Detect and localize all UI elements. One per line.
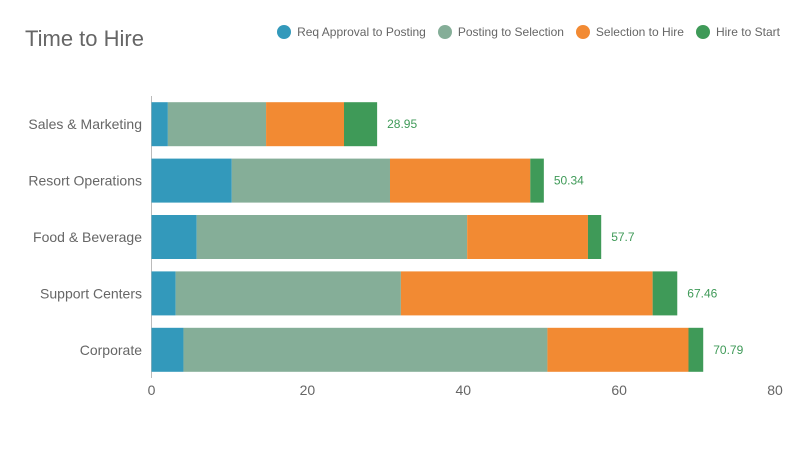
bar-segment xyxy=(151,102,168,147)
bar-segment xyxy=(652,271,678,316)
x-tick-label: 20 xyxy=(300,382,316,398)
category-label: Sales & Marketing xyxy=(28,116,142,132)
legend-swatch xyxy=(277,25,292,39)
legend-label: Hire to Start xyxy=(715,25,780,39)
chart-title: Time to Hire xyxy=(25,26,144,51)
total-label: 57.7 xyxy=(611,230,635,244)
category-label: Support Centers xyxy=(40,285,142,301)
bar-segment xyxy=(547,327,689,372)
bar-segment xyxy=(389,158,531,203)
bar-segment xyxy=(467,215,588,259)
legend-swatch xyxy=(695,25,710,39)
bar-segment xyxy=(167,102,267,147)
bar-segment xyxy=(151,271,176,316)
bar-segment xyxy=(196,215,468,259)
x-tick-label: 60 xyxy=(611,382,627,398)
bar-segment xyxy=(688,327,704,372)
total-label: 50.34 xyxy=(554,174,584,188)
legend-item[interactable]: Req Approval to Posting xyxy=(277,25,426,39)
category-label: Food & Beverage xyxy=(33,229,142,245)
x-tick-label: 0 xyxy=(148,382,156,398)
total-label: 70.79 xyxy=(713,343,743,357)
bar-segment xyxy=(400,271,653,316)
legend-swatch xyxy=(437,25,452,39)
legend-swatch xyxy=(575,25,590,39)
legend-label: Selection to Hire xyxy=(595,25,684,39)
bar-segment xyxy=(151,327,184,372)
bar-segment xyxy=(183,327,548,372)
category-label: Corporate xyxy=(80,342,142,358)
bar-segment xyxy=(151,215,197,259)
bar-segment xyxy=(231,158,390,203)
legend-label: Posting to Selection xyxy=(457,25,564,39)
total-label: 28.95 xyxy=(387,117,417,131)
legend: Req Approval to Posting Posting to Select… xyxy=(277,25,780,39)
bar-segment xyxy=(175,271,401,316)
bar-segment xyxy=(344,102,378,147)
category-label: Resort Operations xyxy=(28,173,142,189)
legend-label: Req Approval to Posting xyxy=(297,25,426,39)
bar-segment xyxy=(266,102,345,147)
legend-item[interactable]: Selection to Hire xyxy=(575,25,684,39)
total-label: 67.46 xyxy=(687,286,717,300)
bar-segment xyxy=(530,158,544,203)
bar-segment xyxy=(587,215,602,259)
bar-segment xyxy=(151,158,232,203)
x-tick-label: 40 xyxy=(455,382,471,398)
legend-item[interactable]: Hire to Start xyxy=(695,25,780,39)
legend-item[interactable]: Posting to Selection xyxy=(437,25,564,39)
x-tick-label: 80 xyxy=(767,382,783,398)
